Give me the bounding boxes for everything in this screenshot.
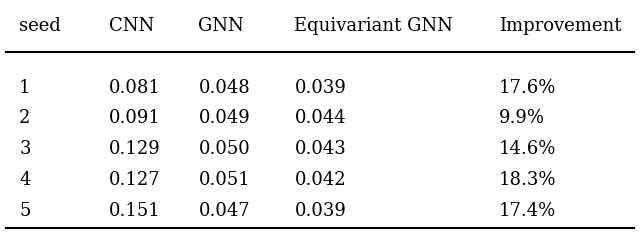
Text: 2: 2 — [19, 109, 31, 127]
Text: 0.049: 0.049 — [198, 109, 250, 127]
Text: 14.6%: 14.6% — [499, 140, 557, 158]
Text: 0.043: 0.043 — [294, 140, 346, 158]
Text: 0.081: 0.081 — [109, 79, 161, 97]
Text: 3: 3 — [19, 140, 31, 158]
Text: 0.091: 0.091 — [109, 109, 161, 127]
Text: 0.127: 0.127 — [109, 171, 161, 189]
Text: 0.151: 0.151 — [109, 202, 161, 220]
Text: 18.3%: 18.3% — [499, 171, 557, 189]
Text: 17.4%: 17.4% — [499, 202, 556, 220]
Text: seed: seed — [19, 17, 61, 35]
Text: 0.039: 0.039 — [294, 79, 346, 97]
Text: 0.047: 0.047 — [198, 202, 250, 220]
Text: 0.051: 0.051 — [198, 171, 250, 189]
Text: Improvement: Improvement — [499, 17, 621, 35]
Text: 5: 5 — [19, 202, 31, 220]
Text: 0.044: 0.044 — [294, 109, 346, 127]
Text: 0.048: 0.048 — [198, 79, 250, 97]
Text: 0.039: 0.039 — [294, 202, 346, 220]
Text: CNN: CNN — [109, 17, 154, 35]
Text: 0.050: 0.050 — [198, 140, 250, 158]
Text: 0.129: 0.129 — [109, 140, 161, 158]
Text: Equivariant GNN: Equivariant GNN — [294, 17, 453, 35]
Text: 0.042: 0.042 — [294, 171, 346, 189]
Text: GNN: GNN — [198, 17, 244, 35]
Text: 9.9%: 9.9% — [499, 109, 545, 127]
Text: 17.6%: 17.6% — [499, 79, 557, 97]
Text: 4: 4 — [19, 171, 31, 189]
Text: 1: 1 — [19, 79, 31, 97]
